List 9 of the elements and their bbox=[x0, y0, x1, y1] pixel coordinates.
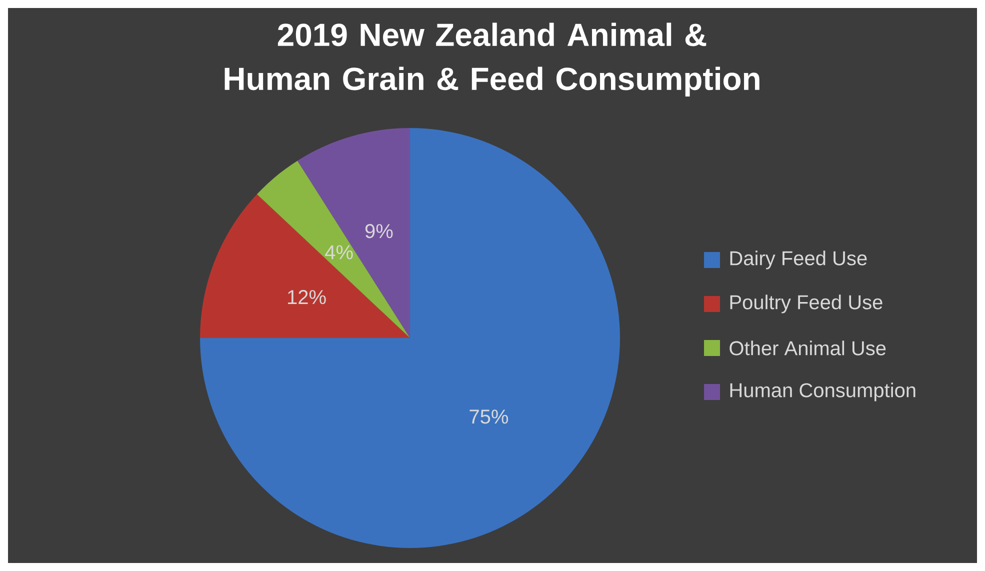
data-label: 12% bbox=[288, 290, 326, 304]
chart-title: 2019 New Zealand Animal & Human Grain & Feed Consumption bbox=[224, 22, 760, 97]
data-label: 4% bbox=[325, 245, 353, 260]
data-label: 9% bbox=[365, 224, 393, 238]
data-label: 75% bbox=[470, 410, 508, 424]
legend-label: Other Animal Use bbox=[730, 340, 886, 356]
legend-label: Poultry Feed Use bbox=[730, 294, 882, 314]
legend-label: Dairy Feed Use bbox=[730, 250, 867, 270]
legend-label: Human Consumption bbox=[730, 382, 916, 402]
